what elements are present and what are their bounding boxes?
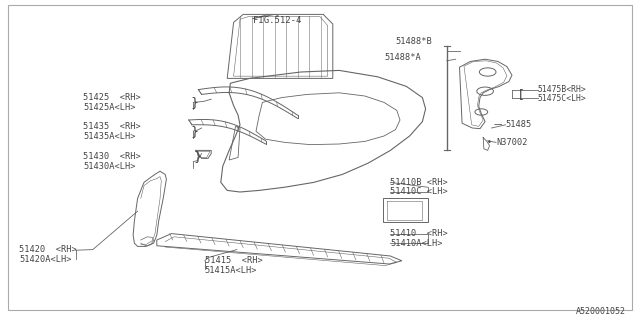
Text: }: } bbox=[191, 96, 198, 109]
Text: 51420  <RH>: 51420 <RH> bbox=[19, 245, 77, 254]
Text: 51425  <RH>: 51425 <RH> bbox=[83, 93, 141, 102]
Text: 51410B <RH>: 51410B <RH> bbox=[390, 178, 448, 187]
Text: 51488*B: 51488*B bbox=[396, 37, 432, 46]
Text: 51485: 51485 bbox=[506, 120, 532, 129]
Text: 51475C<LH>: 51475C<LH> bbox=[538, 94, 586, 103]
Text: 51410  <RH>: 51410 <RH> bbox=[390, 229, 448, 238]
Text: A520001052: A520001052 bbox=[576, 308, 626, 316]
Text: [: [ bbox=[518, 88, 524, 100]
Text: 51420A<LH>: 51420A<LH> bbox=[19, 255, 72, 264]
Text: N37002: N37002 bbox=[496, 138, 527, 147]
Text: 51425A<LH>: 51425A<LH> bbox=[83, 103, 136, 112]
Text: FIG.512-4: FIG.512-4 bbox=[253, 16, 301, 25]
Text: 51435A<LH>: 51435A<LH> bbox=[83, 132, 136, 140]
Text: 51410A<LH>: 51410A<LH> bbox=[390, 239, 443, 248]
Text: 51475B<RH>: 51475B<RH> bbox=[538, 85, 586, 94]
Text: •: • bbox=[486, 138, 492, 147]
Text: 51415A<LH>: 51415A<LH> bbox=[205, 266, 257, 275]
Text: 51430A<LH>: 51430A<LH> bbox=[83, 162, 136, 171]
Text: 51410C <LH>: 51410C <LH> bbox=[390, 188, 448, 196]
Text: }: } bbox=[193, 150, 201, 163]
Text: 51488*A: 51488*A bbox=[384, 53, 420, 62]
Text: 51415  <RH>: 51415 <RH> bbox=[205, 256, 262, 265]
Text: }: } bbox=[191, 125, 198, 138]
Text: 51435  <RH>: 51435 <RH> bbox=[83, 122, 141, 131]
Text: 51430  <RH>: 51430 <RH> bbox=[83, 152, 141, 161]
Text: —: — bbox=[494, 120, 502, 129]
